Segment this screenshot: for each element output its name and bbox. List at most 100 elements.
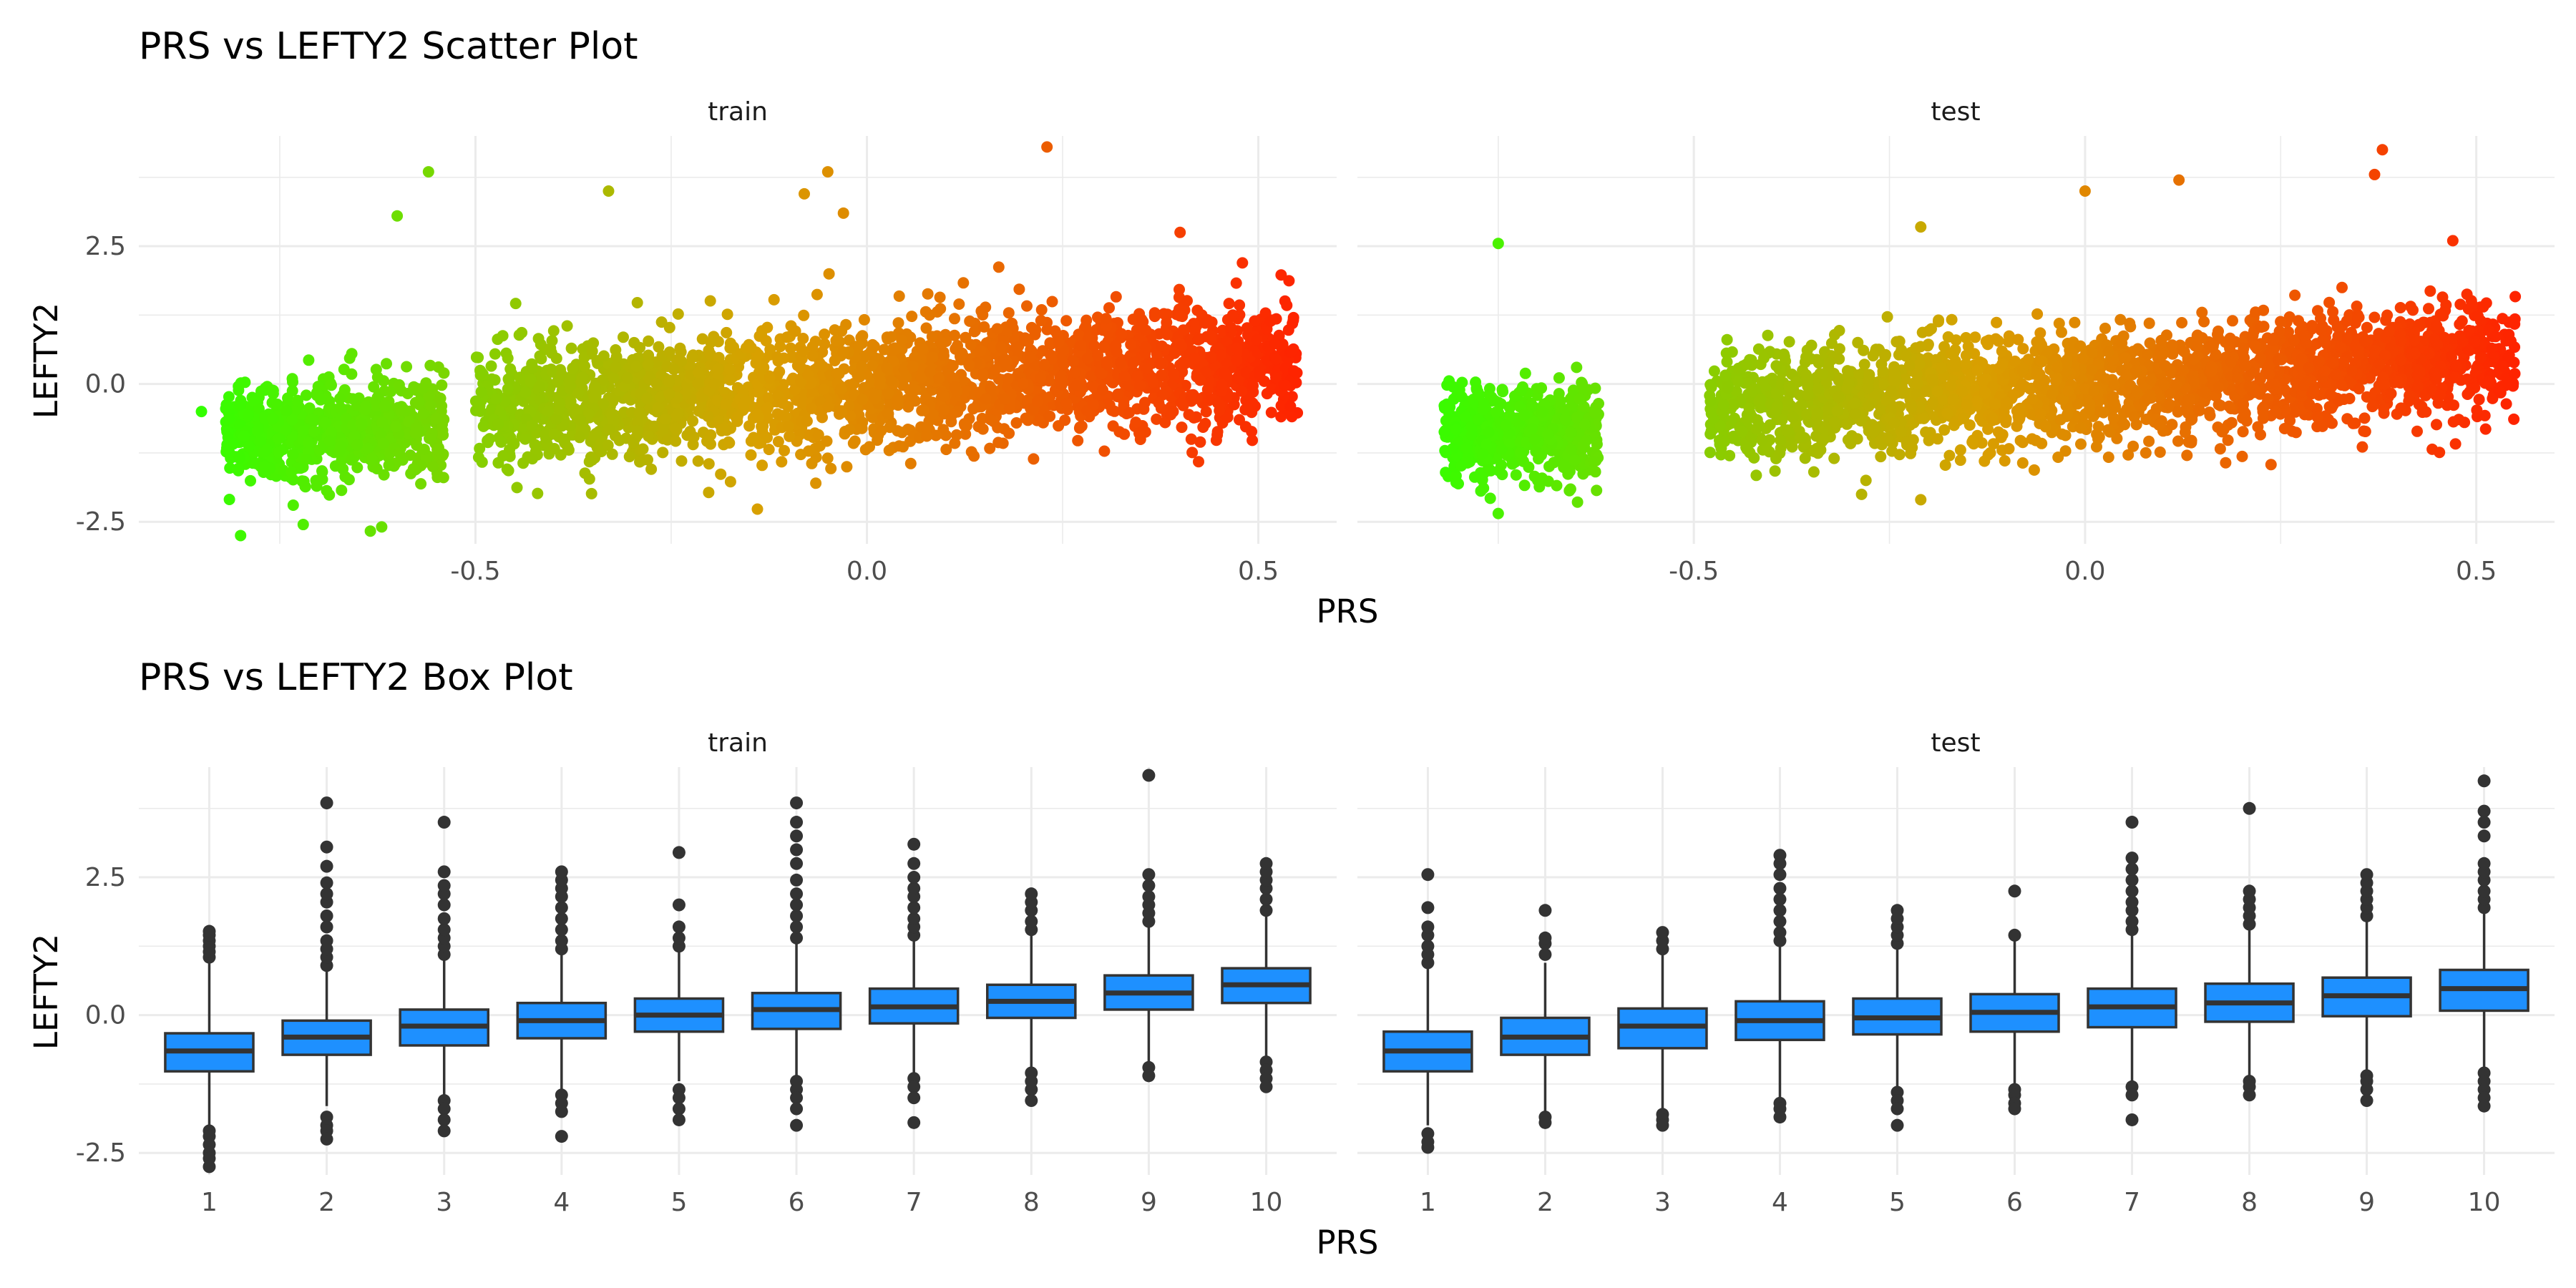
scatter-point — [992, 436, 1005, 449]
scatter-point — [1046, 296, 1058, 308]
scatter-point — [776, 397, 789, 409]
scatter-point — [999, 394, 1011, 405]
scatter-point — [286, 385, 298, 397]
scatter-point — [717, 423, 729, 435]
scatter-point — [652, 401, 664, 414]
scatter-point — [417, 382, 429, 394]
scatter-point — [574, 431, 586, 444]
scatter-point — [476, 366, 487, 379]
scatter-point — [674, 342, 686, 354]
scatter-point — [390, 421, 402, 433]
scatter-point — [909, 384, 922, 396]
scatter-point — [1241, 402, 1254, 414]
scatter-point — [797, 345, 809, 357]
scatter-point — [2440, 299, 2452, 311]
scatter-point — [720, 398, 732, 410]
scatter-point — [1125, 338, 1137, 351]
scatter-point — [1088, 399, 1100, 411]
scatter-point — [703, 487, 715, 499]
scatter-point — [1214, 399, 1226, 411]
scatter-point — [668, 364, 680, 376]
scatter-point — [715, 468, 727, 480]
scatter-point — [1536, 449, 1547, 461]
scatter-point — [753, 411, 765, 424]
scatter-point — [1098, 445, 1111, 457]
scatter-point — [243, 441, 255, 453]
scatter-point — [2124, 321, 2137, 333]
scatter-point — [362, 442, 374, 454]
scatter-point — [1013, 283, 1025, 296]
scatter-point — [300, 454, 312, 465]
scatter-point — [708, 378, 721, 390]
scatter-point — [280, 424, 292, 436]
scatter-point — [606, 448, 618, 460]
scatter-point — [426, 461, 439, 472]
scatter-point — [1053, 336, 1065, 348]
scatter-point — [1156, 340, 1168, 352]
scatter-point — [1116, 328, 1128, 340]
scatter-point — [1764, 419, 1776, 431]
scatter-point — [548, 428, 560, 440]
scatter-point — [1579, 419, 1591, 431]
scatter-point — [273, 433, 285, 445]
scatter-point — [723, 437, 736, 449]
scatter-point — [906, 311, 918, 323]
scatter-point — [1043, 410, 1055, 422]
scatter-point — [258, 460, 270, 472]
scatter-point — [2336, 281, 2348, 293]
scatter-point — [504, 363, 517, 375]
scatter-point — [980, 393, 992, 405]
scatter-point — [779, 444, 790, 457]
scatter-point — [977, 423, 989, 435]
scatter-point — [337, 463, 349, 475]
scatter-point — [474, 442, 486, 454]
scatter-point — [1490, 406, 1502, 418]
scatter-point — [377, 437, 389, 449]
scatter-point — [220, 400, 233, 412]
scatter-point — [1110, 291, 1122, 303]
scatter-point — [2143, 317, 2155, 329]
scatter-point — [634, 407, 645, 419]
scatter-point — [297, 519, 309, 531]
scatter-point — [1528, 470, 1541, 482]
scatter-point — [418, 444, 430, 455]
scatter-point — [916, 342, 928, 354]
scatter-point — [1954, 444, 1966, 456]
scatter-point — [423, 391, 435, 402]
scatter-point — [1536, 406, 1548, 418]
scatter-point — [875, 424, 887, 436]
scatter-point — [650, 378, 663, 390]
scatter-point — [346, 368, 358, 380]
scatter-point — [553, 404, 565, 416]
scatter-point — [1107, 420, 1119, 432]
scatter-point — [1216, 379, 1228, 391]
scatter-point — [2016, 457, 2029, 469]
scatter-point — [359, 404, 371, 416]
scatter-point — [859, 444, 872, 456]
scatter-point — [1564, 483, 1576, 495]
scatter-point — [565, 342, 577, 354]
scatter-point — [1141, 362, 1153, 374]
scatter-point — [311, 480, 323, 492]
scatter-point — [2016, 436, 2029, 449]
scatter-point — [992, 261, 1005, 273]
scatter-point — [818, 384, 829, 396]
scatter-point — [303, 436, 314, 449]
scatter-point — [286, 466, 298, 478]
scatter-point — [1576, 378, 1589, 390]
scatter-point — [1118, 370, 1131, 382]
scatter-point — [1127, 313, 1139, 326]
scatter-point — [831, 368, 844, 379]
scatter-point — [1460, 411, 1472, 423]
scatter-point — [1241, 322, 1253, 334]
scatter-point — [2053, 318, 2065, 329]
scatter-point — [721, 326, 733, 338]
scatter-point — [572, 387, 585, 399]
scatter-point — [1154, 358, 1166, 370]
scatter-point — [2099, 322, 2111, 334]
scatter-point — [1118, 428, 1131, 440]
scatter-point — [956, 347, 968, 359]
scatter-point — [968, 450, 980, 462]
scatter-point — [232, 463, 244, 474]
scatter-point — [1131, 370, 1143, 382]
